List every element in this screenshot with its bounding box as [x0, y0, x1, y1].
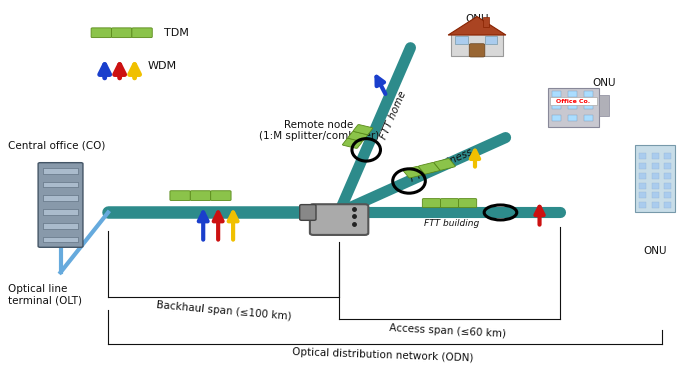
FancyBboxPatch shape — [434, 158, 456, 170]
Bar — [635, 145, 675, 212]
FancyBboxPatch shape — [190, 191, 211, 201]
Bar — [43, 182, 78, 187]
Bar — [547, 88, 599, 127]
FancyBboxPatch shape — [458, 199, 477, 207]
Text: Remote node
(1:M splitter/combiner): Remote node (1:M splitter/combiner) — [259, 120, 379, 141]
Bar — [584, 103, 593, 109]
Bar — [651, 173, 658, 179]
Text: Central office (CO): Central office (CO) — [8, 140, 105, 150]
Bar — [551, 103, 561, 109]
Bar — [651, 192, 658, 198]
Bar — [568, 116, 577, 121]
Bar — [639, 182, 646, 188]
Text: FTT business: FTT business — [408, 147, 474, 184]
FancyBboxPatch shape — [342, 138, 362, 148]
Bar — [584, 91, 593, 97]
Bar — [551, 116, 561, 121]
Bar — [43, 168, 78, 174]
FancyBboxPatch shape — [112, 28, 132, 38]
Text: ONU: ONU — [643, 246, 667, 256]
FancyBboxPatch shape — [170, 191, 190, 201]
Bar — [551, 97, 597, 106]
Text: Optical line
terminal (OLT): Optical line terminal (OLT) — [8, 284, 82, 306]
Bar — [568, 91, 577, 97]
FancyBboxPatch shape — [419, 163, 440, 174]
Bar — [584, 116, 593, 121]
Bar — [43, 195, 78, 201]
FancyBboxPatch shape — [348, 131, 367, 141]
Bar — [651, 163, 658, 169]
Bar — [599, 95, 610, 116]
Bar — [451, 34, 503, 56]
FancyBboxPatch shape — [423, 199, 440, 207]
Text: Backhaul span (≤100 km): Backhaul span (≤100 km) — [155, 301, 292, 322]
Text: TDM: TDM — [164, 28, 189, 38]
FancyBboxPatch shape — [403, 166, 425, 178]
Bar — [551, 91, 561, 97]
FancyBboxPatch shape — [211, 191, 231, 201]
FancyBboxPatch shape — [132, 28, 152, 38]
FancyBboxPatch shape — [38, 163, 83, 247]
Bar — [43, 223, 78, 228]
FancyBboxPatch shape — [310, 204, 369, 235]
Bar — [639, 202, 646, 208]
Bar — [664, 192, 671, 198]
Bar — [43, 209, 78, 215]
Bar — [455, 36, 468, 44]
FancyBboxPatch shape — [300, 204, 316, 220]
Bar — [639, 192, 646, 198]
Bar — [43, 237, 78, 242]
Bar — [484, 36, 497, 44]
Bar — [639, 153, 646, 159]
Text: WDM: WDM — [147, 62, 177, 71]
Text: Optical distribution network (ODN): Optical distribution network (ODN) — [292, 347, 474, 364]
Text: FTT building: FTT building — [423, 219, 479, 228]
Bar — [664, 182, 671, 188]
Bar — [651, 202, 658, 208]
Text: FTT home: FTT home — [379, 89, 408, 141]
Text: Access span (≤60 km): Access span (≤60 km) — [389, 323, 506, 339]
FancyBboxPatch shape — [353, 125, 373, 135]
Text: ONU: ONU — [465, 14, 489, 24]
Bar — [664, 153, 671, 159]
Bar — [651, 182, 658, 188]
Bar — [483, 17, 488, 27]
Bar — [664, 163, 671, 169]
FancyBboxPatch shape — [469, 44, 485, 57]
Bar — [568, 103, 577, 109]
FancyBboxPatch shape — [440, 199, 458, 207]
Bar — [639, 163, 646, 169]
Bar — [664, 202, 671, 208]
Bar — [664, 173, 671, 179]
Text: ONU: ONU — [593, 78, 616, 88]
Polygon shape — [448, 17, 506, 35]
Bar — [651, 153, 658, 159]
FancyBboxPatch shape — [91, 28, 112, 38]
Text: Office Co.: Office Co. — [556, 99, 590, 104]
Bar — [639, 173, 646, 179]
